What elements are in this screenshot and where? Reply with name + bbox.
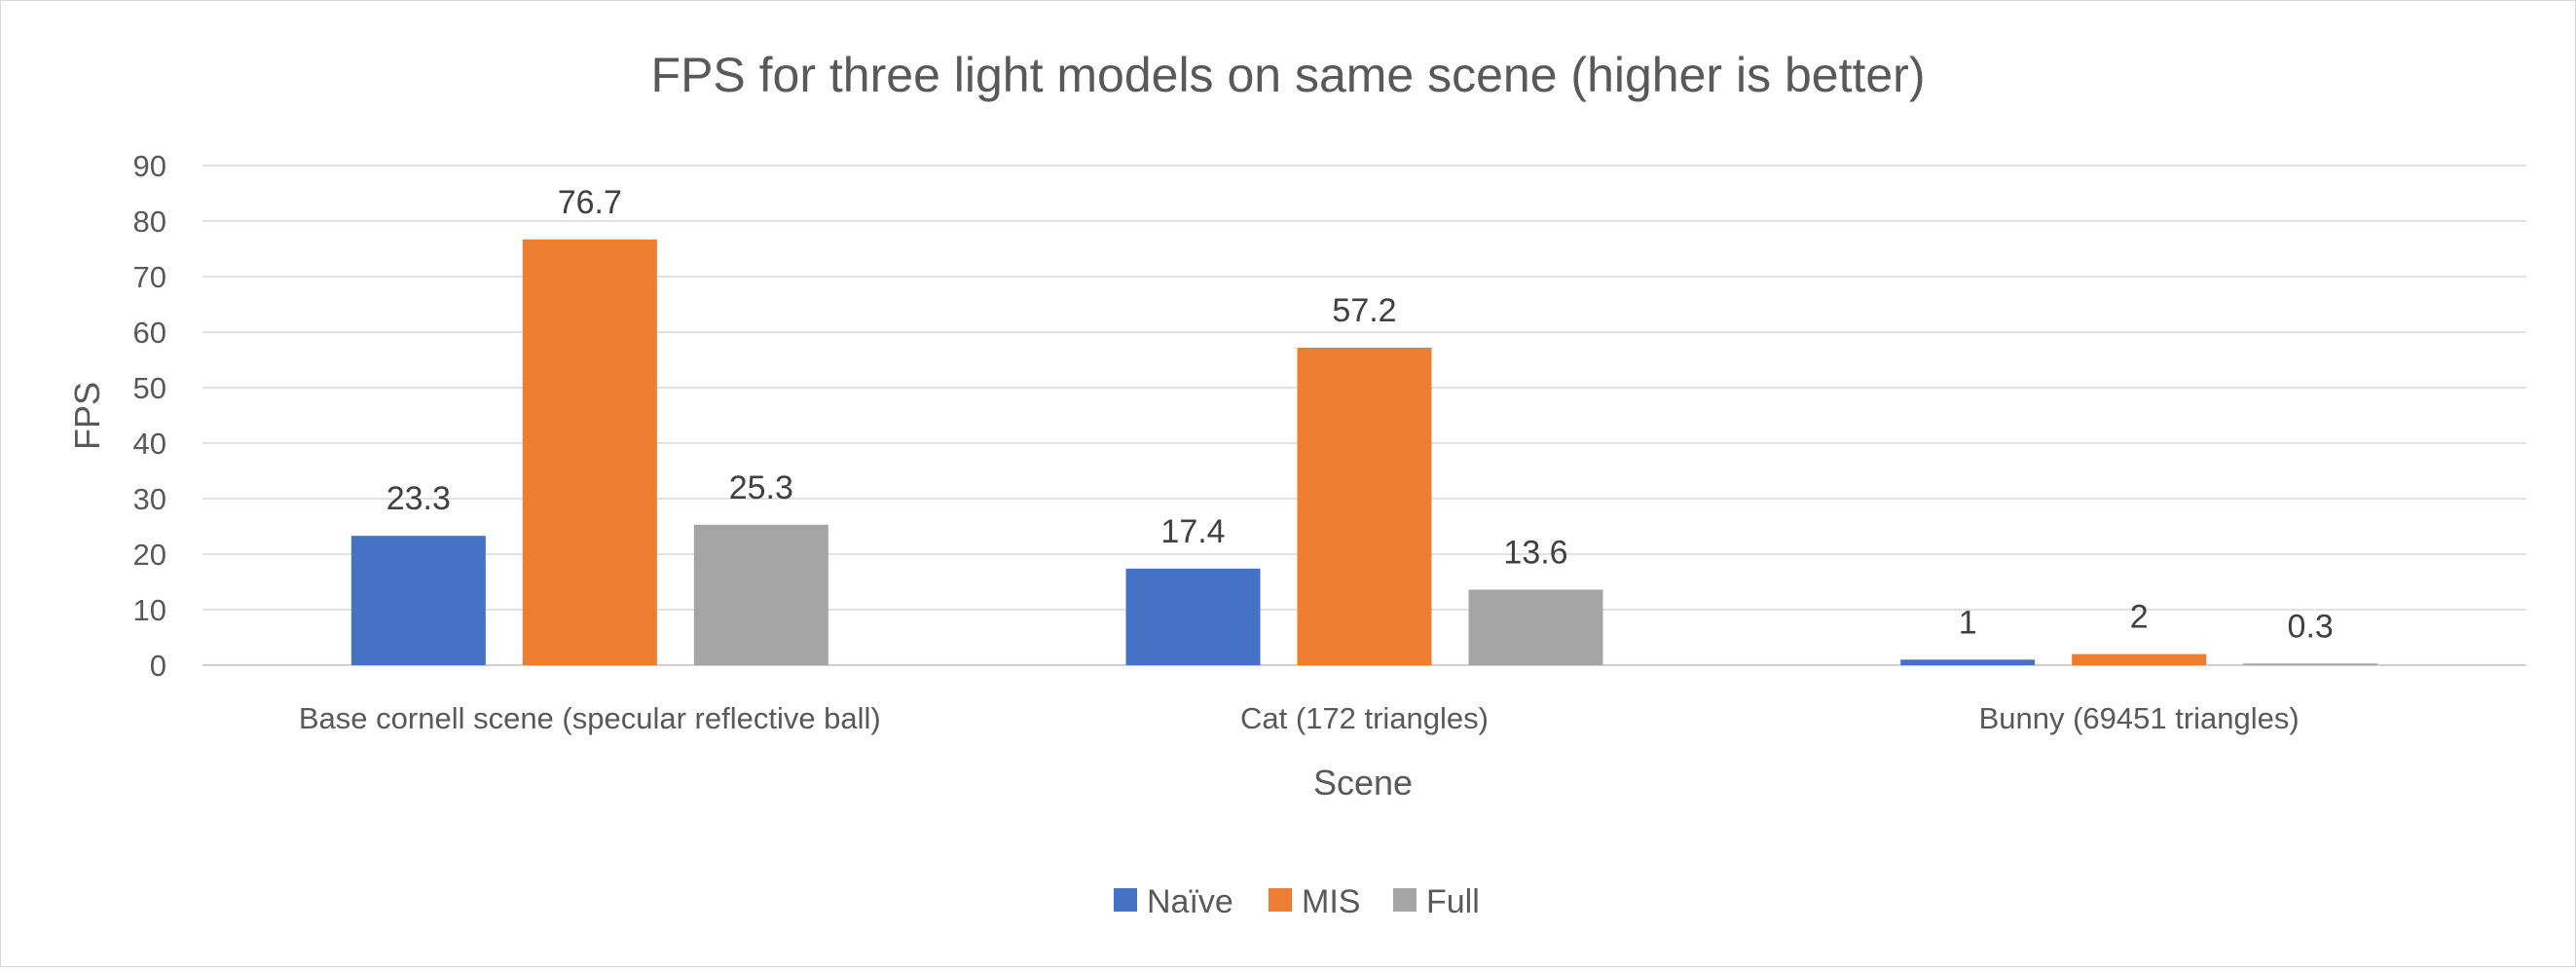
x-tick-label: Bunny (69451 triangles) bbox=[1979, 701, 2300, 735]
y-axis-ticks: 0 10 20 30 40 50 60 70 80 90 bbox=[133, 149, 166, 683]
data-label: 76.7 bbox=[558, 184, 622, 221]
bar bbox=[350, 536, 486, 665]
legend-label: Naïve bbox=[1147, 883, 1233, 920]
x-tick-label: Base cornell scene (specular reflective … bbox=[299, 701, 881, 735]
bar bbox=[1125, 568, 1261, 665]
y-tick-label: 60 bbox=[133, 316, 166, 350]
bar bbox=[693, 524, 828, 665]
bar bbox=[2243, 663, 2378, 665]
bars bbox=[350, 239, 2378, 665]
x-axis-title: Scene bbox=[1313, 763, 1413, 803]
y-tick-label: 10 bbox=[133, 593, 166, 627]
bar bbox=[1297, 347, 1432, 665]
bar bbox=[522, 239, 657, 665]
legend: Naïve MIS Full bbox=[1114, 883, 1480, 920]
data-label: 13.6 bbox=[1503, 534, 1567, 571]
data-label: 17.4 bbox=[1160, 513, 1225, 550]
y-tick-label: 70 bbox=[133, 260, 166, 294]
data-label: 1 bbox=[1959, 604, 1977, 641]
chart-title: FPS for three light models on same scene… bbox=[651, 48, 1926, 102]
data-label: 25.3 bbox=[729, 469, 793, 506]
data-label: 57.2 bbox=[1332, 292, 1396, 329]
data-labels: 23.3 76.7 25.3 17.4 57.2 13.6 1 2 0.3 bbox=[386, 184, 2334, 645]
y-tick-label: 50 bbox=[133, 371, 166, 405]
x-tick-label: Cat (172 triangles) bbox=[1240, 701, 1489, 735]
y-tick-label: 90 bbox=[133, 149, 166, 183]
data-label: 2 bbox=[2130, 599, 2149, 636]
legend-label: MIS bbox=[1302, 883, 1360, 920]
bar bbox=[1468, 589, 1603, 665]
data-label: 23.3 bbox=[386, 480, 451, 517]
legend-swatch bbox=[1393, 888, 1417, 912]
legend-label: Full bbox=[1426, 883, 1480, 920]
y-tick-label: 40 bbox=[133, 427, 166, 461]
y-tick-label: 30 bbox=[133, 482, 166, 516]
y-tick-label: 20 bbox=[133, 538, 166, 572]
legend-swatch bbox=[1114, 888, 1137, 912]
bar bbox=[1900, 659, 2036, 665]
y-tick-label: 0 bbox=[150, 649, 166, 683]
data-label: 0.3 bbox=[2288, 608, 2334, 645]
legend-swatch bbox=[1269, 888, 1292, 912]
x-axis-ticks: Base cornell scene (specular reflective … bbox=[299, 701, 2300, 735]
bar bbox=[2072, 654, 2207, 665]
y-axis-title: FPS bbox=[67, 382, 107, 450]
y-tick-label: 80 bbox=[133, 205, 166, 239]
